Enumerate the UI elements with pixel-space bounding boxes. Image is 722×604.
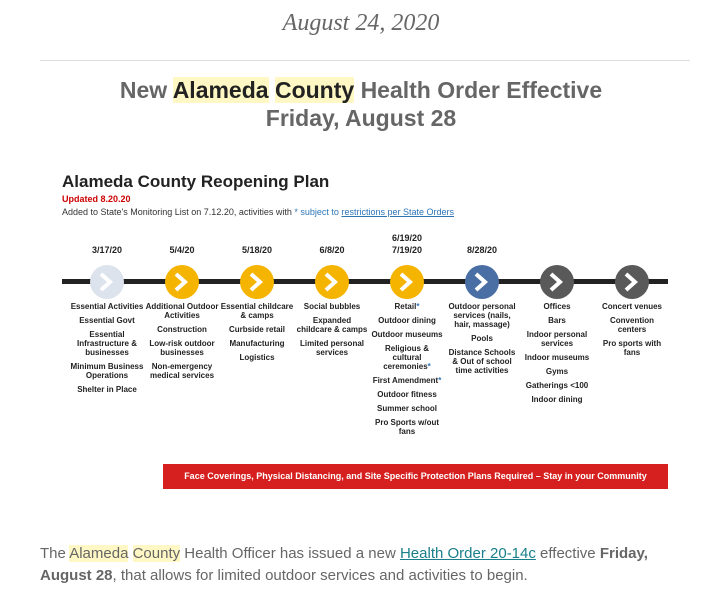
stage-item: Low-risk outdoor businesses bbox=[149, 339, 215, 357]
stage-item: Retail* bbox=[394, 302, 420, 311]
stage-item: Convention centers bbox=[610, 316, 654, 334]
stage-item: Offices bbox=[543, 302, 571, 311]
asterisk: * bbox=[294, 207, 298, 217]
plan-title: Alameda County Reopening Plan bbox=[62, 172, 330, 191]
text: Health Officer has issued a new bbox=[184, 545, 396, 562]
stage-item: First Amendment* bbox=[372, 376, 442, 385]
highlight: Alameda bbox=[172, 77, 269, 103]
stage-item: Pools bbox=[471, 334, 493, 343]
stage-item: Outdoor museums bbox=[371, 330, 443, 339]
banner: Face Coverings, Physical Distancing, and… bbox=[163, 464, 668, 489]
stage-item: Gatherings <100 bbox=[525, 381, 589, 390]
stage-item: Indoor museums bbox=[524, 353, 590, 362]
text: Added to State's Monitoring List on 7.12… bbox=[62, 207, 292, 217]
stage-item: Concert venues bbox=[601, 302, 663, 311]
plan-note: Added to State's Monitoring List on 7.12… bbox=[62, 207, 454, 217]
heading-line: New Alameda County Health Order Effectiv… bbox=[0, 76, 722, 104]
stage-date: 3/17/20 bbox=[91, 245, 123, 255]
highlight: Alameda bbox=[69, 545, 129, 562]
heading-line: Friday, August 28 bbox=[265, 105, 457, 131]
asterisk: * bbox=[427, 362, 431, 371]
stage-item: Minimum Business Operations bbox=[70, 362, 144, 380]
plan-updated: Updated 8.20.20 bbox=[62, 194, 131, 204]
text: effective bbox=[540, 545, 596, 562]
stage-item: Social bubbles bbox=[303, 302, 361, 311]
stage-date: 8/28/20 bbox=[466, 245, 498, 255]
chevron bbox=[399, 272, 414, 292]
stage-item: Essential Govt bbox=[79, 316, 135, 325]
chevron bbox=[549, 272, 564, 292]
chevron bbox=[624, 272, 639, 292]
stage-item: Pro sports with fans bbox=[602, 339, 662, 357]
text: subject to bbox=[300, 207, 339, 217]
stage-node bbox=[165, 265, 199, 299]
stage-items: Offices Bars Indoor personal services Indoo… bbox=[520, 302, 594, 409]
highlight: County bbox=[274, 77, 355, 103]
stage-item: Additional Outdoor Activities bbox=[145, 302, 219, 320]
stage-item: Indoor personal services bbox=[526, 330, 588, 348]
stage-item: Shelter in Place bbox=[77, 385, 137, 394]
stage-item: Outdoor personal services (nails, hair, … bbox=[448, 302, 516, 329]
stage-items: Outdoor personal services (nails, hair, … bbox=[445, 302, 519, 380]
stage-item: Essential Activities bbox=[70, 302, 144, 311]
chevron bbox=[474, 272, 489, 292]
stage-items: Social bubbles Expanded childcare & camps… bbox=[295, 302, 369, 362]
stage-item: Logistics bbox=[239, 353, 275, 362]
chevron bbox=[174, 272, 189, 292]
bold-text: Friday, August 28 bbox=[40, 545, 648, 584]
stage-node bbox=[315, 265, 349, 299]
chevron bbox=[324, 272, 339, 292]
stage-date: 5/4/20 bbox=[169, 245, 195, 255]
stage-item: Distance Schools & Out of school time ac… bbox=[448, 348, 516, 375]
stage-node bbox=[90, 265, 124, 299]
stage-item: Indoor dining bbox=[531, 395, 583, 404]
paragraph: The Alameda County Health Officer has is… bbox=[40, 543, 700, 587]
text: Health Order Effective bbox=[360, 77, 603, 103]
stage-item: Limited personal services bbox=[299, 339, 364, 357]
stage-node bbox=[465, 265, 499, 299]
stage-date: 5/18/20 bbox=[241, 245, 273, 255]
heading: New Alameda County Health Order Effectiv… bbox=[0, 76, 722, 132]
stage-item: Essential Infrastructure & businesses bbox=[76, 330, 137, 357]
stage-items: Additional Outdoor Activities Constructio… bbox=[145, 302, 219, 385]
stage-item: Manufacturing bbox=[229, 339, 285, 348]
stage-item: Bars bbox=[548, 316, 566, 325]
stage-item: Non-emergency medical services bbox=[149, 362, 215, 380]
text: The bbox=[40, 545, 66, 562]
stage-items: Essential Activities Essential Govt Essent… bbox=[70, 302, 144, 399]
stage-item: Essential childcare & camps bbox=[220, 302, 294, 320]
stage-item: Religious & cultural ceremonies* bbox=[383, 344, 431, 371]
stage-item: Construction bbox=[157, 325, 207, 334]
stage-date: 6/19/20 bbox=[391, 233, 423, 243]
chevron bbox=[249, 272, 264, 292]
stage-items: Essential childcare & camps Curbside reta… bbox=[220, 302, 294, 367]
timeline-line bbox=[62, 279, 668, 284]
date: August 24, 2020 bbox=[282, 10, 440, 36]
stage-item: Outdoor dining bbox=[378, 316, 436, 325]
divider bbox=[40, 60, 690, 61]
stage-node bbox=[615, 265, 649, 299]
highlight: County bbox=[132, 545, 181, 562]
stage-item: Gyms bbox=[545, 367, 569, 376]
stage-item: Outdoor fitness bbox=[377, 390, 437, 399]
text: , that allows for limited outdoor servic… bbox=[112, 567, 528, 584]
asterisk: * bbox=[416, 302, 420, 311]
stage-node bbox=[390, 265, 424, 299]
stage-item: Expanded childcare & camps bbox=[296, 316, 368, 334]
stage-date: 7/19/20 bbox=[391, 245, 423, 255]
link[interactable]: restrictions per State Orders bbox=[341, 207, 454, 217]
asterisk: * bbox=[438, 376, 442, 385]
stage-node bbox=[240, 265, 274, 299]
text: New bbox=[119, 77, 168, 103]
stage-item: Curbside retail bbox=[228, 325, 285, 334]
stage-item: Pro Sports w/out fans bbox=[375, 418, 439, 436]
stage-items: Retail* Outdoor dining Outdoor museums Reli… bbox=[370, 302, 444, 441]
stage-items: Concert venues Convention centers Pro spor… bbox=[595, 302, 669, 362]
stage-date: 6/8/20 bbox=[319, 245, 345, 255]
stage-node bbox=[540, 265, 574, 299]
chevron bbox=[99, 272, 114, 292]
link[interactable]: Health Order 20-14c bbox=[399, 545, 536, 562]
stage-item: Summer school bbox=[376, 404, 437, 413]
